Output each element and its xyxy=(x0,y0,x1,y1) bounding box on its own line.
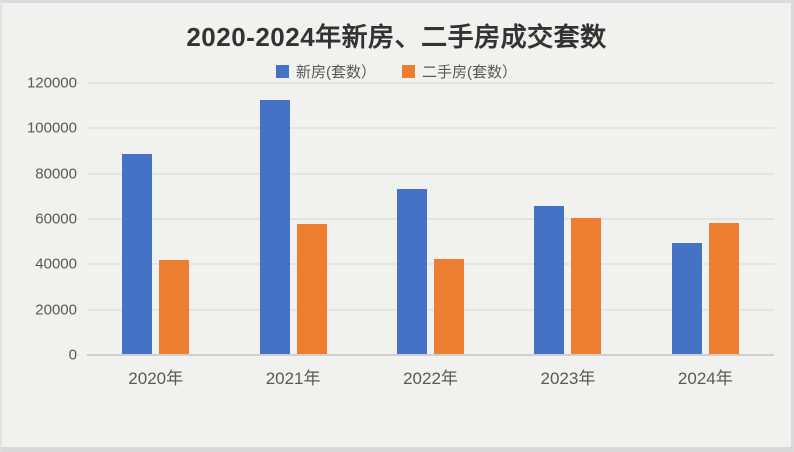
bar-2020年-series-1 xyxy=(159,260,190,355)
bar-2024年-series-0 xyxy=(671,243,702,355)
y-axis-tick-label: 80000 xyxy=(35,165,77,183)
chart-legend: 新房(套数） 二手房(套数） xyxy=(2,61,791,82)
bar-2020年-series-0 xyxy=(122,153,153,355)
y-axis-tick-label: 40000 xyxy=(35,255,77,273)
bar-2022年-series-0 xyxy=(397,188,428,355)
x-axis-labels: 2020年 2021年 2022年 2023年 2024年 xyxy=(87,355,774,389)
bar-2024年-series-1 xyxy=(708,223,739,355)
y-axis-tick-label: 20000 xyxy=(35,301,77,319)
x-axis-tick-label: 2023年 xyxy=(540,369,596,388)
bar-group-2022年 xyxy=(362,83,499,355)
x-axis-line xyxy=(87,354,774,356)
legend-swatch-icon xyxy=(276,65,289,78)
legend-label: 新房(套数） xyxy=(296,64,376,81)
plot-area: 2020年 2021年 2022年 2023年 2024年 0 20000 40000 600… xyxy=(27,75,774,388)
bar-group-2024年 xyxy=(637,83,774,355)
chart-title: 2020-2024年新房、二手房成交套数 xyxy=(186,22,607,52)
y-axis-tick-label: 100000 xyxy=(26,119,77,137)
x-axis-tick-label: 2020年 xyxy=(128,369,184,388)
gridline xyxy=(87,263,774,266)
bar-2021年-series-1 xyxy=(296,223,327,355)
y-axis-tick-label: 60000 xyxy=(35,210,77,228)
legend-item-1: 二手房(套数） xyxy=(402,61,517,82)
bar-group-2020年 xyxy=(87,83,224,355)
gridline xyxy=(87,127,774,130)
bar-2022年-series-1 xyxy=(434,259,465,355)
gridline xyxy=(87,218,774,220)
y-axis-tick-label: 120000 xyxy=(26,74,77,92)
bar-group-2021年 xyxy=(224,83,361,355)
bar-groups xyxy=(87,83,774,355)
x-axis-tick-label: 2021年 xyxy=(265,369,321,388)
gridline xyxy=(87,308,774,311)
bar-2021年-series-0 xyxy=(259,99,290,355)
bar-2023年-series-0 xyxy=(534,205,565,355)
y-axis-tick-label: 0 xyxy=(68,346,77,364)
legend-swatch-icon xyxy=(402,65,415,78)
x-axis-tick-label: 2022年 xyxy=(403,369,458,388)
gridline xyxy=(87,82,774,84)
x-axis-tick-label: 2024年 xyxy=(677,369,733,388)
bar-group-2023年 xyxy=(499,83,636,355)
legend-label: 二手房(套数） xyxy=(422,64,517,81)
gridline xyxy=(87,172,774,175)
legend-item-0: 新房(套数） xyxy=(276,61,376,82)
bar-2023年-series-1 xyxy=(571,218,602,355)
